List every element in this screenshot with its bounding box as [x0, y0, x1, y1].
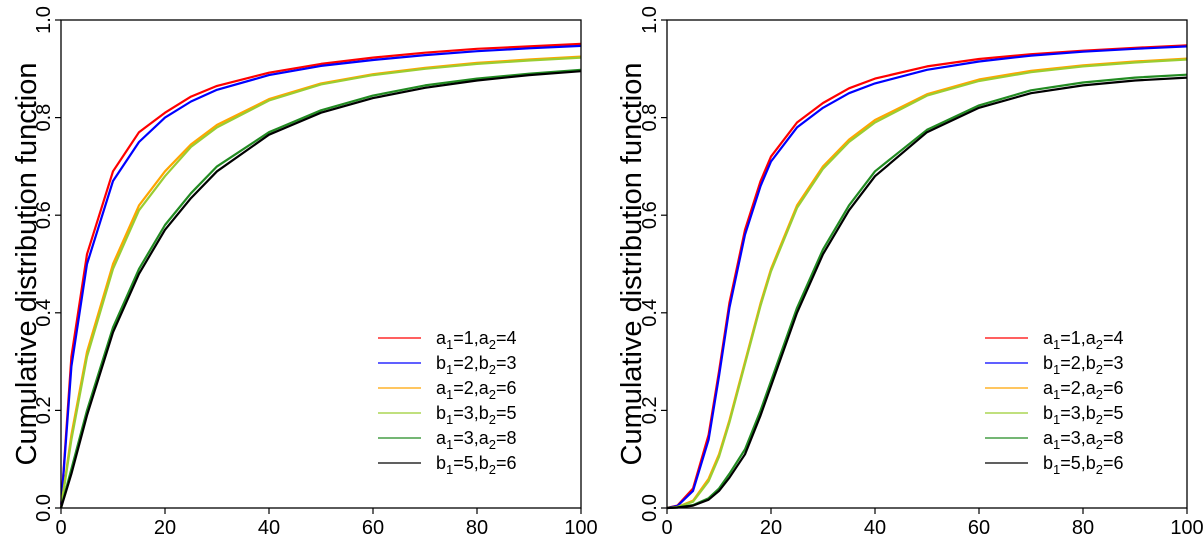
- legend-entry: a1=2,a2=6: [1043, 378, 1124, 402]
- legend-entry: a1=1,a2=4: [1043, 328, 1124, 352]
- legend-entry: a1=3,a2=8: [1043, 428, 1124, 452]
- x-tick-label: 100: [1170, 517, 1203, 539]
- series-line-4: [666, 58, 1188, 510]
- y-tick-label: 0.2: [639, 396, 661, 424]
- legend-entry: b1=2,b2=3: [436, 353, 517, 377]
- x-tick-label: 0: [661, 517, 672, 539]
- legend-entry: a1=3,a2=8: [436, 428, 517, 452]
- legend-entry: b1=3,b2=5: [436, 403, 517, 427]
- y-tick-label: 0.2: [33, 396, 55, 424]
- x-tick-label: 80: [1072, 517, 1094, 539]
- y-tick-label: 0.0: [33, 494, 55, 522]
- y-tick-label: 0.6: [33, 201, 55, 229]
- y-tick-label: 0.0: [639, 494, 661, 522]
- chart-panel-2: 0 20 40 60 80 100 0.0 0.2 0.4 0.6 0.8 1.0 Cumulative…: [616, 6, 1203, 539]
- series-line-4: [59, 56, 582, 509]
- plot-frame: [666, 19, 1188, 509]
- legend-entry: b1=2,b2=3: [1043, 353, 1124, 377]
- chart-panel-1: 0 20 40 60 80 100 0.0 0.2 0.4 0.6 0.8 1.0 Cumulative…: [11, 6, 598, 539]
- legend-entry: a1=1,a2=4: [436, 328, 517, 352]
- series-line-5: [59, 68, 582, 509]
- series-line-6: [59, 70, 582, 509]
- legend-entry: a1=2,a2=6: [436, 378, 517, 402]
- y-tick-label: 0.8: [33, 104, 55, 132]
- y-tick-label: 0.4: [639, 299, 661, 327]
- plot-frame: [60, 19, 582, 509]
- legend: a1=1,a2=4b1=2,b2=3a1=2,a2=6b1=3,b2=5a1=3…: [378, 328, 517, 477]
- x-tick-label: 20: [154, 517, 176, 539]
- legend-entry: b1=5,b2=6: [1043, 453, 1124, 477]
- legend-entry: b1=5,b2=6: [436, 453, 517, 477]
- x-tick-label: 80: [466, 517, 488, 539]
- y-tick-label: 1.0: [33, 6, 55, 34]
- series-line-6: [666, 76, 1188, 510]
- series-line-1: [59, 42, 582, 509]
- x-tick-label: 0: [55, 517, 66, 539]
- series-line-2: [59, 44, 582, 509]
- y-axis-label: Cumulative distribution function: [616, 63, 648, 466]
- y-tick-label: 0.4: [33, 299, 55, 327]
- x-tick-label: 60: [362, 517, 384, 539]
- y-tick-label: 0.6: [639, 201, 661, 229]
- legend: a1=1,a2=4b1=2,b2=3a1=2,a2=6b1=3,b2=5a1=3…: [985, 328, 1124, 477]
- series-line-5: [666, 73, 1188, 510]
- y-tick-label: 1.0: [639, 6, 661, 34]
- x-tick-label: 20: [760, 517, 782, 539]
- x-tick-label: 60: [968, 517, 990, 539]
- series-line-2: [666, 45, 1188, 510]
- y-axis-label: Cumulative distribution function: [11, 63, 43, 466]
- x-tick-label: 40: [258, 517, 280, 539]
- x-tick-label: 100: [564, 517, 597, 539]
- legend-entry: b1=3,b2=5: [1043, 403, 1124, 427]
- y-tick-label: 0.8: [639, 104, 661, 132]
- x-tick-label: 40: [864, 517, 886, 539]
